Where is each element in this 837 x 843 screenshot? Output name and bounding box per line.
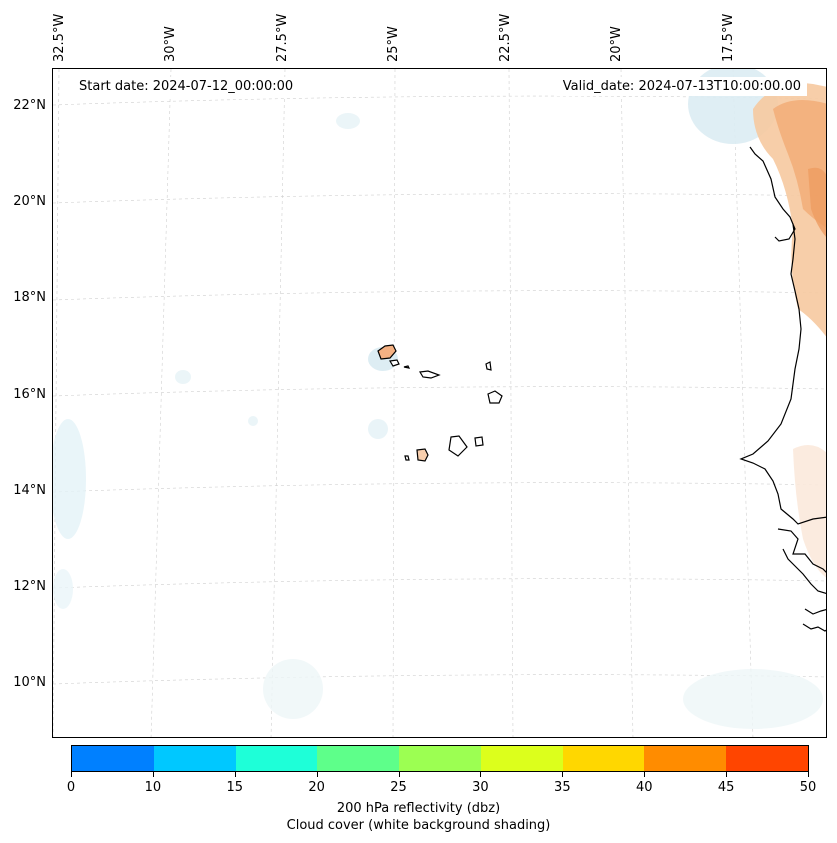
colorbar-label: 200 hPa reflectivity (dbz) xyxy=(336,801,501,816)
lon-label-25w: 25°W xyxy=(386,26,401,62)
colorbar-tick xyxy=(152,772,154,777)
colorbar-segment xyxy=(562,746,645,771)
colorbar-segment xyxy=(726,746,809,771)
colorbar-tick-label: 35 xyxy=(554,780,571,795)
colorbar-tick-label: 30 xyxy=(472,780,489,795)
colorbar-tick xyxy=(316,772,318,777)
colorbar-tick-label: 25 xyxy=(390,780,407,795)
lat-label-18n: 18°N xyxy=(13,290,46,305)
colorbar-segment xyxy=(235,746,318,771)
colorbar xyxy=(71,745,809,772)
africa-coastline xyxy=(739,146,826,632)
valid-date-label: Valid_date: 2024-07-13T10:00:00.00 xyxy=(556,77,807,96)
colorbar-segment xyxy=(480,746,563,771)
colorbar-tick-label: 10 xyxy=(144,780,162,795)
lon-label-32-5w: 32.5°W xyxy=(52,13,67,62)
colorbar-segment xyxy=(317,746,400,771)
colorbar-tick xyxy=(726,772,728,777)
start-date-label: Start date: 2024-07-12_00:00:00 xyxy=(73,77,300,96)
lat-label-10n: 10°N xyxy=(13,675,46,690)
cloud-shading xyxy=(53,69,823,729)
colorbar-tick-label: 15 xyxy=(226,780,244,795)
colorbar-tick xyxy=(808,772,809,777)
lon-label-20w: 20°W xyxy=(609,26,624,62)
graticule xyxy=(53,69,826,737)
reflectivity-shading xyxy=(753,83,826,578)
map-canvas xyxy=(53,69,826,737)
colorbar-segment xyxy=(72,746,154,771)
lon-label-17-5w: 17.5°W xyxy=(721,13,736,62)
lon-label-22-5w: 22.5°W xyxy=(498,13,513,62)
colorbar-tick-label: 0 xyxy=(66,780,76,795)
colorbar-tick-label: 45 xyxy=(717,780,735,795)
lat-label-22n: 22°N xyxy=(13,98,46,113)
colorbar-tick xyxy=(398,772,400,777)
colorbar-segment xyxy=(399,746,481,771)
cape-verde-islands xyxy=(377,344,503,462)
colorbar-tick xyxy=(480,772,482,777)
lon-label-30w: 30°W xyxy=(163,26,178,62)
colorbar-tick xyxy=(562,772,564,777)
colorbar-tick-label: 50 xyxy=(799,780,817,795)
lat-label-12n: 12°N xyxy=(13,579,46,594)
lat-label-16n: 16°N xyxy=(13,387,46,402)
lat-label-20n: 20°N xyxy=(13,194,46,209)
colorbar-tick-label: 40 xyxy=(635,780,653,795)
colorbar-tick xyxy=(71,772,72,777)
colorbar-sublabel: Cloud cover (white background shading) xyxy=(286,818,551,833)
colorbar-segment xyxy=(153,746,236,771)
map-panel xyxy=(52,68,827,738)
colorbar-segment xyxy=(644,746,727,771)
lat-label-14n: 14°N xyxy=(13,483,46,498)
colorbar-tick xyxy=(234,772,236,777)
lon-label-27-5w: 27.5°W xyxy=(275,13,290,62)
colorbar-tick-label: 20 xyxy=(308,780,325,795)
colorbar-tick xyxy=(644,772,646,777)
